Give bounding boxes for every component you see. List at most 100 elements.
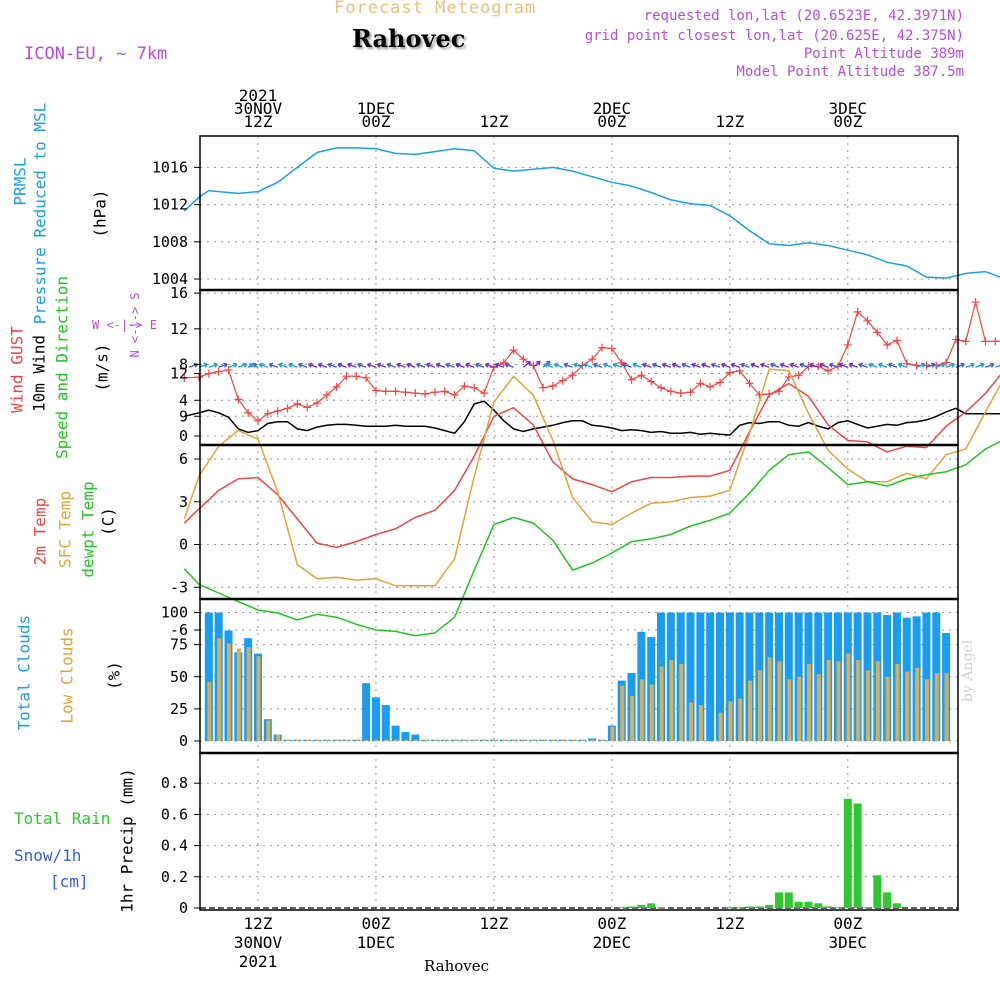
time-label-bottom: 00Z <box>597 914 626 933</box>
wind-direction-arrow <box>985 363 995 368</box>
wind-gust-marker <box>981 337 990 346</box>
low-clouds-bar <box>757 670 762 741</box>
rain-bar <box>637 904 646 908</box>
time-label-top: 30NOV <box>234 99 283 118</box>
wind-gust-marker <box>548 381 557 390</box>
y-tick-label: 75 <box>170 636 188 654</box>
wind-direction-arrowhead <box>563 362 569 368</box>
low-clouds-bar <box>718 712 723 741</box>
wind-gust-marker <box>244 408 253 417</box>
wind-gust-marker <box>371 386 380 395</box>
pressure-line <box>183 147 1000 279</box>
low-clouds-bar <box>374 739 379 741</box>
rain-bar <box>784 892 793 908</box>
wind-gust-marker <box>725 368 734 377</box>
rain-bar <box>774 892 783 908</box>
low-clouds-bar <box>826 660 831 741</box>
wind-direction-arrow <box>671 363 681 368</box>
wind-direction-arrowhead <box>593 362 598 368</box>
wind-direction-arrow <box>406 363 416 368</box>
wind-direction-arrowhead <box>730 362 736 368</box>
low-clouds-bar <box>924 679 929 741</box>
wind-gust-marker <box>942 358 951 367</box>
wind-direction-arrow <box>522 360 531 368</box>
low-clouds-bar <box>580 739 585 741</box>
low-clouds-bar <box>639 679 644 741</box>
meteogram-title: Forecast Meteogram <box>334 0 537 18</box>
y-tick-label: 1016 <box>152 158 188 176</box>
snow-unit-legend: [cm] <box>50 872 89 891</box>
wind-direction-arrowhead <box>376 362 382 368</box>
wind-gust-marker <box>470 383 479 392</box>
model-label: ICON-EU, ~ 7km <box>24 44 168 64</box>
y-tick-label: 1004 <box>152 270 188 288</box>
wind-gust-marker <box>873 328 882 337</box>
wind-direction-arrowhead <box>298 362 303 368</box>
wind-direction-arrowhead <box>878 362 883 368</box>
y-tick-label: 100 <box>161 604 188 622</box>
wind-gust-marker <box>342 372 351 381</box>
wind-gust-marker <box>558 376 567 385</box>
wind-direction-arrowhead <box>868 362 873 368</box>
wind-direction-arrowhead <box>327 362 333 368</box>
wind-gust-marker <box>666 387 675 396</box>
wind-gust-marker <box>627 375 636 384</box>
wind-direction-arrow <box>995 364 1000 368</box>
wind-gust-marker <box>322 390 331 399</box>
rain-bar <box>863 907 872 909</box>
wind-direction-arrowhead <box>661 362 667 368</box>
total-clouds-bar <box>922 612 931 741</box>
wind-gust-marker <box>312 398 321 407</box>
low-clouds-bar <box>433 739 438 741</box>
wind-direction-arrowhead <box>858 362 864 368</box>
rain-bar <box>873 875 882 908</box>
wind-gust-marker <box>214 367 223 376</box>
wind-gust-marker <box>696 379 705 388</box>
wind-gust-marker <box>657 383 666 392</box>
wind-direction-arrowhead <box>366 362 372 368</box>
wind-gust-marker <box>568 371 577 380</box>
wind-direction-arrowhead <box>652 362 657 368</box>
y-tick-label: 50 <box>170 668 188 686</box>
wind-gust-marker <box>902 359 911 368</box>
low-clouds-bar <box>354 739 359 741</box>
wind-gust-marker <box>961 337 970 346</box>
total-clouds-bar <box>784 612 793 741</box>
wind-direction-arrowhead <box>809 362 814 368</box>
rain-bar <box>765 904 774 908</box>
rain-bar <box>843 798 852 908</box>
wind-gust-marker <box>647 377 656 386</box>
time-label-bottom: 00Z <box>362 914 391 933</box>
wind-gust-marker <box>273 406 282 415</box>
low-clouds-bar <box>590 739 595 741</box>
low-clouds-bar <box>236 648 241 741</box>
time-label-bottom: 2021 <box>239 952 278 971</box>
low-clouds-bar <box>423 739 428 741</box>
low-clouds-bar <box>413 739 418 741</box>
wind-direction-arrow <box>259 363 269 368</box>
wind-direction-arrow <box>426 363 436 368</box>
wind-direction-arrowhead <box>288 362 293 368</box>
wind-gust-marker <box>195 373 204 382</box>
wind-direction-arrowhead <box>750 362 755 368</box>
wind-gust-marker <box>411 389 420 398</box>
y-tick-label: 8 <box>179 356 188 374</box>
total-clouds-bar <box>371 697 380 741</box>
wind-gust-line <box>184 301 1000 422</box>
wind-gust-marker <box>637 371 646 380</box>
low-clouds-bar <box>561 739 566 741</box>
low-clouds-bar <box>541 739 546 741</box>
total-clouds-bar <box>686 612 695 741</box>
wind-direction-arrow <box>780 363 790 368</box>
wind-direction-arrow <box>308 363 318 368</box>
low-clouds-bar <box>295 739 300 741</box>
low-clouds-bar <box>285 739 290 741</box>
total-rain-legend: Total Rain <box>14 809 111 828</box>
wind-gust-marker <box>824 366 833 375</box>
total-clouds-bar <box>588 738 597 741</box>
y-tick-label: 0.8 <box>161 774 188 792</box>
y-tick-label: 0 <box>179 732 188 750</box>
total-clouds-bar <box>735 612 744 741</box>
wind-direction-arrowhead <box>602 362 608 368</box>
wind-gust-marker <box>519 355 528 364</box>
